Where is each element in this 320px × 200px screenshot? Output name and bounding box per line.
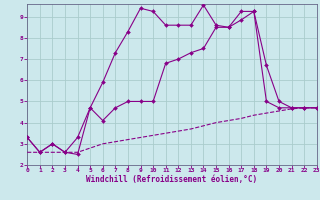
X-axis label: Windchill (Refroidissement éolien,°C): Windchill (Refroidissement éolien,°C) <box>86 175 258 184</box>
